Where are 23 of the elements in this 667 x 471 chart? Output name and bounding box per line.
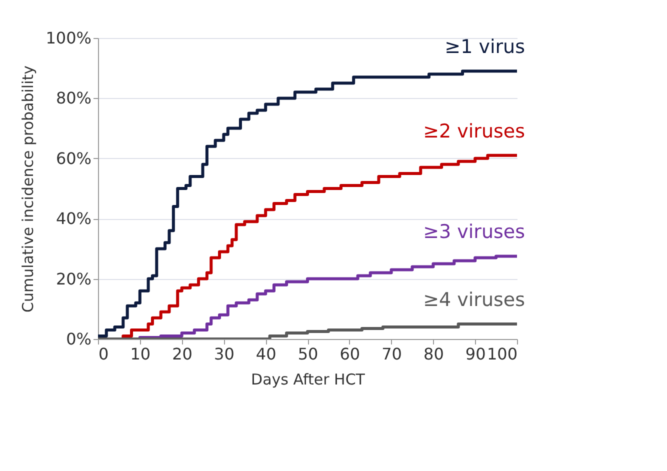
x-tick-label: 80 — [424, 344, 444, 364]
x-tick-label: 40 — [256, 344, 276, 364]
x-tick-label: 20 — [172, 344, 192, 364]
y-axis-title: Cumulative incidence probability — [18, 65, 37, 313]
y-tick-label: 80% — [56, 88, 92, 108]
series-label: ≥3 viruses — [423, 221, 525, 244]
series-label: ≥1 virus — [444, 36, 525, 58]
x-tick-label: 60 — [340, 344, 360, 364]
y-tick-label: 40% — [56, 209, 92, 228]
x-tick-label: 10 — [130, 344, 151, 364]
x-tick-label: 0 — [98, 344, 109, 364]
y-tick-label: 60% — [56, 148, 92, 168]
y-tick-label: 100% — [46, 28, 92, 48]
x-axis-title: Days After HCT — [251, 370, 366, 388]
x-tick-label: 100 — [486, 344, 518, 364]
x-tick-label: 70 — [382, 344, 402, 364]
series-label: ≥2 viruses — [423, 120, 525, 142]
y-tick-label: 0% — [66, 330, 92, 348]
x-tick-label: 90 — [465, 344, 486, 364]
series-label: ≥4 viruses — [423, 288, 525, 311]
x-tick-label: 30 — [214, 344, 234, 364]
y-tick-label: 20% — [56, 269, 92, 288]
x-tick-label: 50 — [298, 344, 318, 364]
